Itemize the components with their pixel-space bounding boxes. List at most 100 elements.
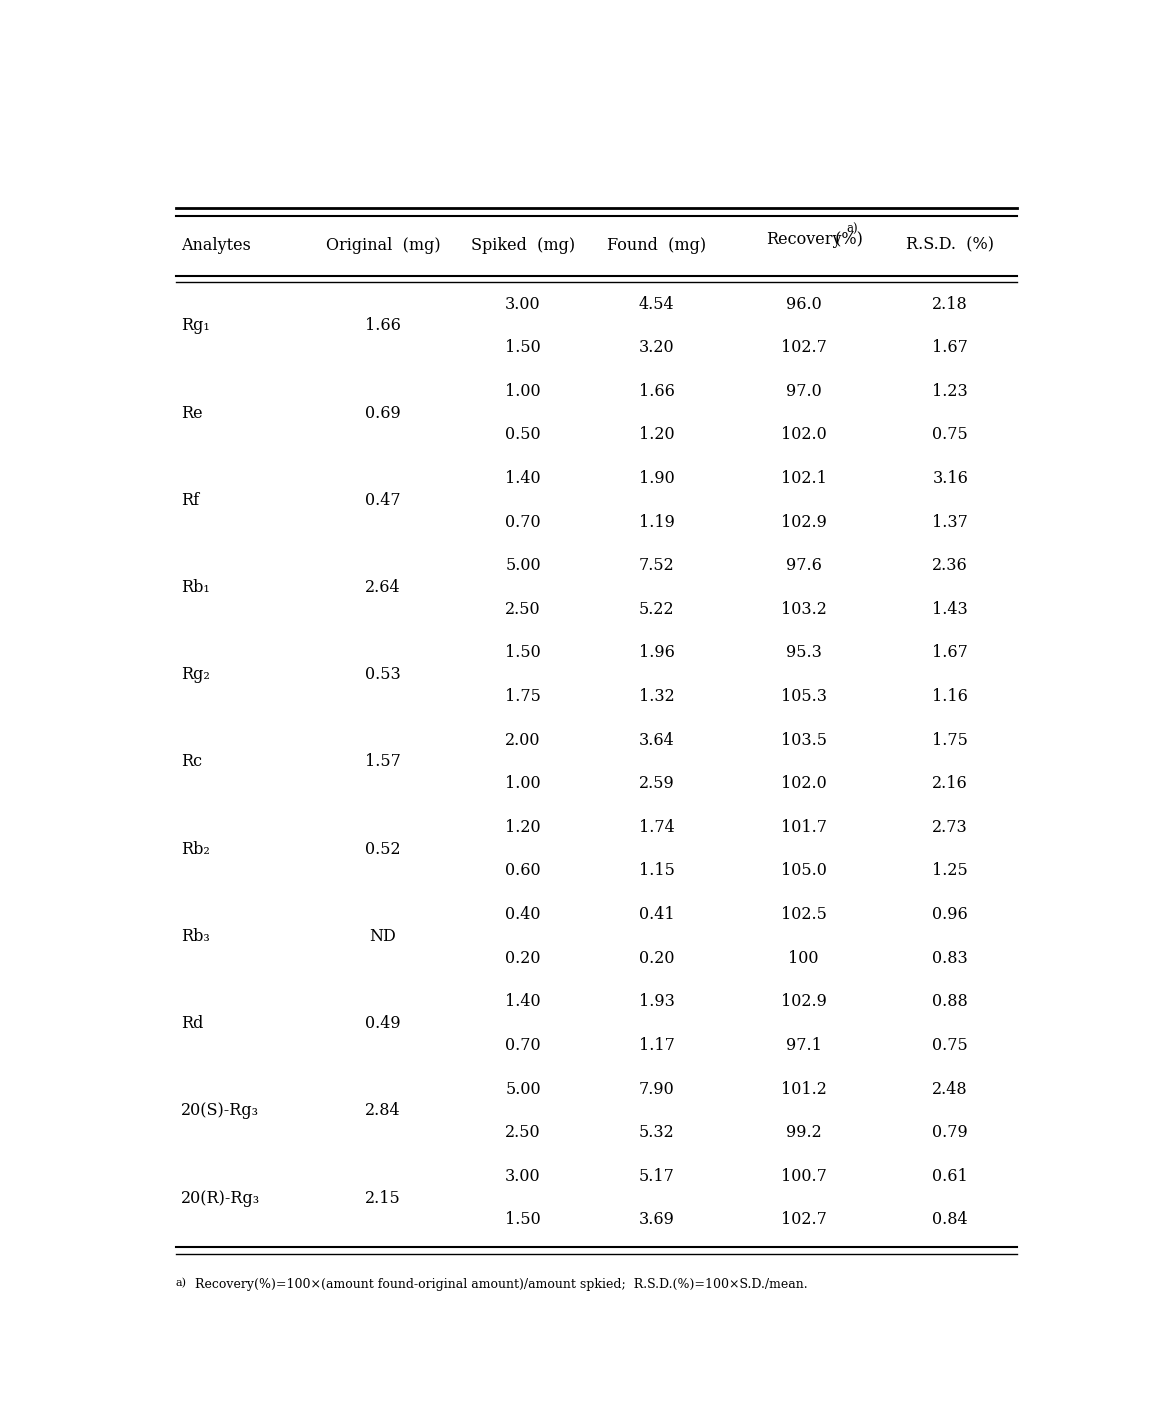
Text: 2.73: 2.73 — [932, 818, 968, 835]
Text: 5.32: 5.32 — [639, 1124, 675, 1141]
Text: 0.52: 0.52 — [365, 841, 401, 858]
Text: 105.0: 105.0 — [781, 862, 827, 879]
Text: 1.66: 1.66 — [639, 382, 675, 399]
Text: 1.37: 1.37 — [932, 514, 968, 531]
Text: 102.7: 102.7 — [781, 1212, 827, 1229]
Text: 2.00: 2.00 — [505, 732, 541, 749]
Text: 0.60: 0.60 — [505, 862, 541, 879]
Text: 96.0: 96.0 — [785, 296, 821, 313]
Text: 97.6: 97.6 — [785, 558, 821, 575]
Text: 2.48: 2.48 — [932, 1080, 968, 1097]
Text: 0.20: 0.20 — [505, 950, 541, 967]
Text: 1.40: 1.40 — [505, 470, 541, 487]
Text: 7.52: 7.52 — [639, 558, 675, 575]
Text: 0.61: 0.61 — [932, 1168, 968, 1185]
Text: Rg₂: Rg₂ — [181, 667, 210, 684]
Text: 3.69: 3.69 — [639, 1212, 675, 1229]
Text: 0.69: 0.69 — [365, 405, 401, 422]
Text: 0.70: 0.70 — [505, 1037, 541, 1054]
Text: 0.88: 0.88 — [932, 994, 968, 1011]
Text: 1.75: 1.75 — [505, 688, 541, 705]
Text: 1.19: 1.19 — [639, 514, 675, 531]
Text: 1.67: 1.67 — [932, 340, 968, 357]
Text: 2.15: 2.15 — [365, 1189, 401, 1206]
Text: 3.00: 3.00 — [505, 1168, 541, 1185]
Text: 2.64: 2.64 — [365, 579, 401, 596]
Text: 1.90: 1.90 — [639, 470, 675, 487]
Text: Found  (mg): Found (mg) — [608, 236, 707, 253]
Text: Rb₂: Rb₂ — [181, 841, 210, 858]
Text: ND: ND — [370, 927, 396, 944]
Text: Re: Re — [181, 405, 202, 422]
Text: 2.59: 2.59 — [639, 776, 675, 793]
Text: 0.41: 0.41 — [639, 906, 675, 923]
Text: 3.00: 3.00 — [505, 296, 541, 313]
Text: Rg₁: Rg₁ — [181, 317, 210, 334]
Text: 2.50: 2.50 — [505, 600, 541, 617]
Text: 103.2: 103.2 — [781, 600, 827, 617]
Text: a): a) — [176, 1277, 187, 1289]
Text: Rb₃: Rb₃ — [181, 927, 210, 944]
Text: 100: 100 — [788, 950, 819, 967]
Text: 102.7: 102.7 — [781, 340, 827, 357]
Text: 20(S)-Rg₃: 20(S)-Rg₃ — [181, 1103, 259, 1120]
Text: 7.90: 7.90 — [639, 1080, 675, 1097]
Text: 0.49: 0.49 — [365, 1015, 401, 1032]
Text: 1.23: 1.23 — [932, 382, 968, 399]
Text: 102.0: 102.0 — [781, 426, 827, 443]
Text: Spiked  (mg): Spiked (mg) — [471, 236, 575, 253]
Text: 1.93: 1.93 — [639, 994, 675, 1011]
Text: 102.9: 102.9 — [781, 994, 827, 1011]
Text: 1.43: 1.43 — [932, 600, 968, 617]
Text: 1.57: 1.57 — [365, 753, 401, 770]
Text: 0.83: 0.83 — [932, 950, 968, 967]
Text: Analytes: Analytes — [181, 236, 251, 253]
Text: 102.1: 102.1 — [781, 470, 827, 487]
Text: 1.00: 1.00 — [505, 382, 541, 399]
Text: 2.36: 2.36 — [932, 558, 968, 575]
Text: Rf: Rf — [181, 491, 199, 508]
Text: 0.47: 0.47 — [365, 491, 401, 508]
Text: 1.50: 1.50 — [505, 1212, 541, 1229]
Text: 0.50: 0.50 — [505, 426, 541, 443]
Text: 2.18: 2.18 — [932, 296, 968, 313]
Text: 5.00: 5.00 — [505, 1080, 541, 1097]
Text: 0.84: 0.84 — [932, 1212, 968, 1229]
Text: 103.5: 103.5 — [781, 732, 827, 749]
Text: 97.1: 97.1 — [785, 1037, 821, 1054]
Text: 101.2: 101.2 — [781, 1080, 827, 1097]
Text: Original  (mg): Original (mg) — [326, 236, 440, 253]
Text: 2.84: 2.84 — [365, 1103, 401, 1120]
Text: 102.5: 102.5 — [781, 906, 827, 923]
Text: 4.54: 4.54 — [639, 296, 675, 313]
Text: 0.75: 0.75 — [932, 426, 968, 443]
Text: 5.22: 5.22 — [639, 600, 675, 617]
Text: 97.0: 97.0 — [785, 382, 821, 399]
Text: 99.2: 99.2 — [785, 1124, 821, 1141]
Text: 5.17: 5.17 — [639, 1168, 675, 1185]
Text: 1.50: 1.50 — [505, 644, 541, 661]
Text: 1.25: 1.25 — [932, 862, 968, 879]
Text: 95.3: 95.3 — [785, 644, 821, 661]
Text: 1.40: 1.40 — [505, 994, 541, 1011]
Text: 1.20: 1.20 — [639, 426, 675, 443]
Text: 1.66: 1.66 — [365, 317, 401, 334]
Text: 105.3: 105.3 — [781, 688, 827, 705]
Text: 3.16: 3.16 — [932, 470, 968, 487]
Text: 1.74: 1.74 — [639, 818, 675, 835]
Text: 1.67: 1.67 — [932, 644, 968, 661]
Text: 20(R)-Rg₃: 20(R)-Rg₃ — [181, 1189, 260, 1206]
Text: 1.32: 1.32 — [639, 688, 675, 705]
Text: R.S.D.  (%): R.S.D. (%) — [907, 236, 994, 253]
Text: 0.40: 0.40 — [505, 906, 541, 923]
Text: 1.17: 1.17 — [639, 1037, 675, 1054]
Text: Rb₁: Rb₁ — [181, 579, 210, 596]
Text: 0.53: 0.53 — [365, 667, 401, 684]
Text: 1.50: 1.50 — [505, 340, 541, 357]
Text: 2.16: 2.16 — [932, 776, 968, 793]
Text: 0.96: 0.96 — [932, 906, 968, 923]
Text: 102.9: 102.9 — [781, 514, 827, 531]
Text: 1.96: 1.96 — [639, 644, 675, 661]
Text: 2.50: 2.50 — [505, 1124, 541, 1141]
Text: 101.7: 101.7 — [781, 818, 827, 835]
